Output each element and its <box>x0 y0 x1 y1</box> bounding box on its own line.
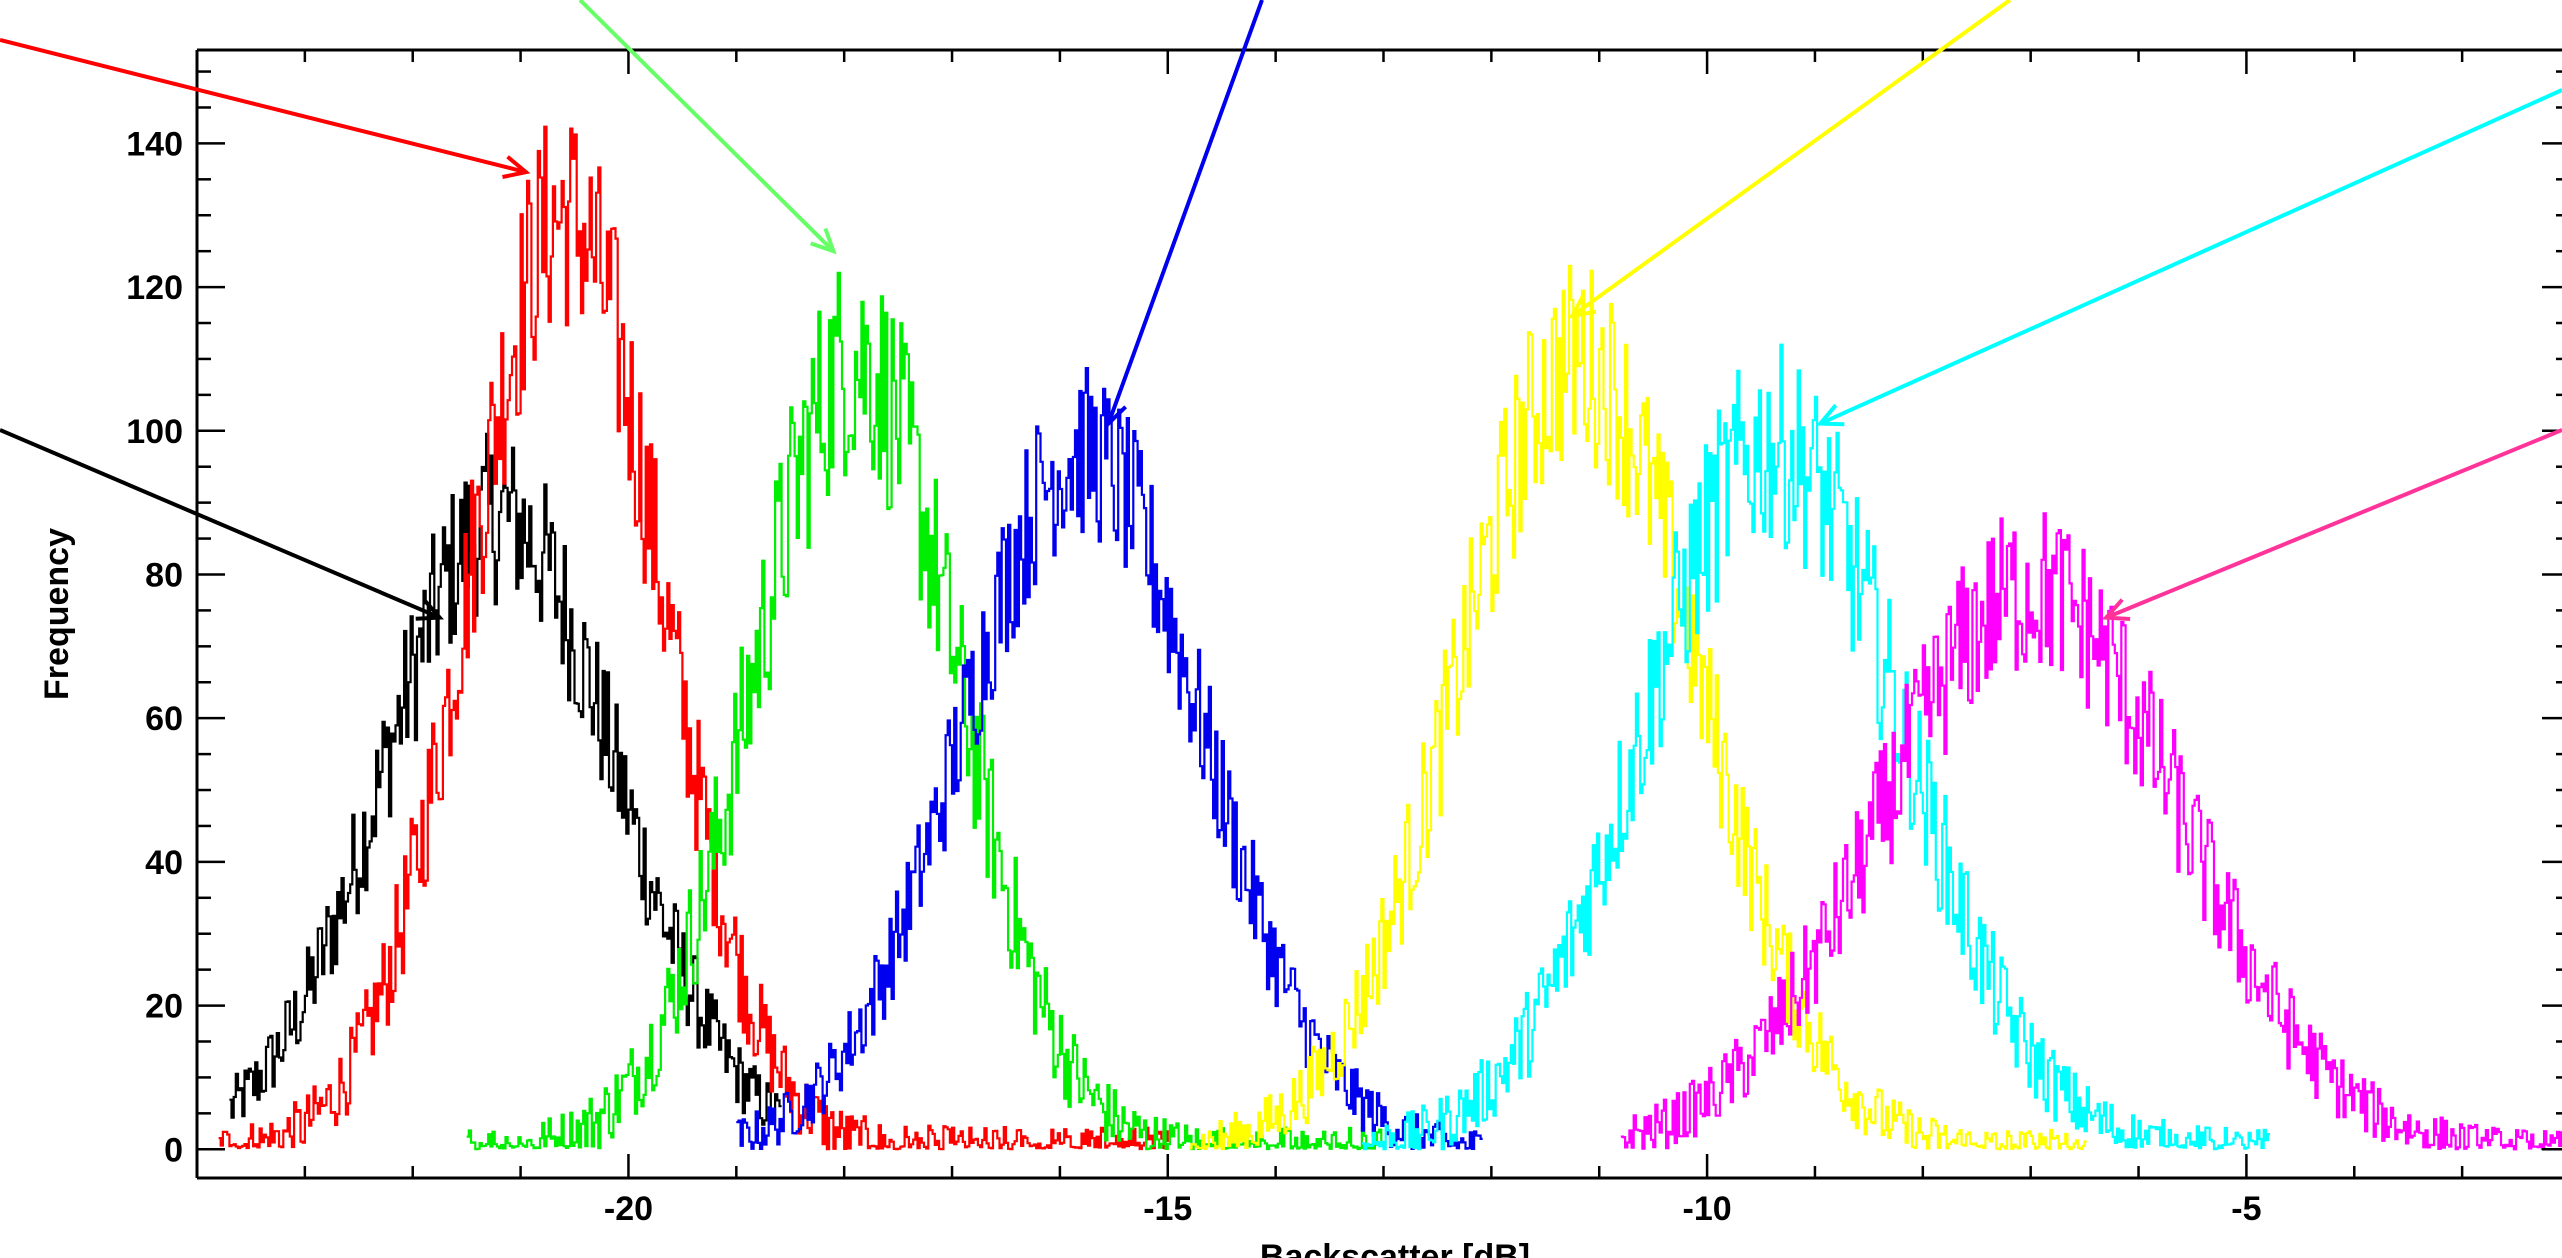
annotation-arrow-head <box>2101 598 2131 622</box>
y-axis-label: Frequency <box>38 528 76 700</box>
annotation-arrow-head <box>415 598 444 621</box>
x-tick-label: -20 <box>604 1190 653 1228</box>
x-tick-label: -10 <box>1683 1190 1732 1228</box>
series-line-1 <box>229 432 782 1126</box>
y-tick-label: 40 <box>145 844 183 882</box>
annotation-arrow-head <box>1104 399 1128 428</box>
series-line-7 <box>1620 512 2562 1151</box>
annotation-arrow-line <box>0 38 527 175</box>
annotation-arrow-line <box>2105 428 2562 620</box>
annotation-arrow-line <box>578 0 835 253</box>
series-layer <box>218 125 2562 1151</box>
series-line-2 <box>218 125 1170 1151</box>
annotation-arrow-line <box>1819 88 2562 426</box>
series-line-3 <box>466 271 1386 1151</box>
annotation-arrow-line <box>0 428 441 620</box>
annotation-arrow-head <box>1816 403 1845 427</box>
x-axis-label: Backscatter [dB] <box>1260 1238 1530 1258</box>
series-line-5 <box>1189 264 2087 1151</box>
annotation-arrow-line <box>1571 0 2012 318</box>
x-tick-label: -15 <box>1143 1190 1192 1228</box>
y-tick-label: 0 <box>164 1131 183 1169</box>
y-tick-label: 120 <box>126 269 183 307</box>
series-line-6 <box>1361 343 2271 1151</box>
x-tick-label: -5 <box>2231 1190 2261 1228</box>
series-line-4 <box>736 367 1483 1150</box>
y-tick-label: 80 <box>145 556 183 594</box>
annotation-arrows <box>0 0 2562 622</box>
y-tick-label: 20 <box>145 988 183 1026</box>
y-tick-label: 100 <box>126 413 183 451</box>
y-tick-label: 60 <box>145 700 183 738</box>
axes-frame <box>195 48 2562 1180</box>
annotation-arrow-line <box>1106 0 1264 425</box>
annotation-arrow-head <box>502 155 531 179</box>
y-tick-label: 140 <box>126 125 183 163</box>
axis-ticks: -20 -15 -10 -5 0 20 40 60 80 100 120 140 <box>126 50 2562 1228</box>
annotation-arrow-head <box>1568 293 1597 319</box>
annotation-arrow-head <box>810 227 837 255</box>
